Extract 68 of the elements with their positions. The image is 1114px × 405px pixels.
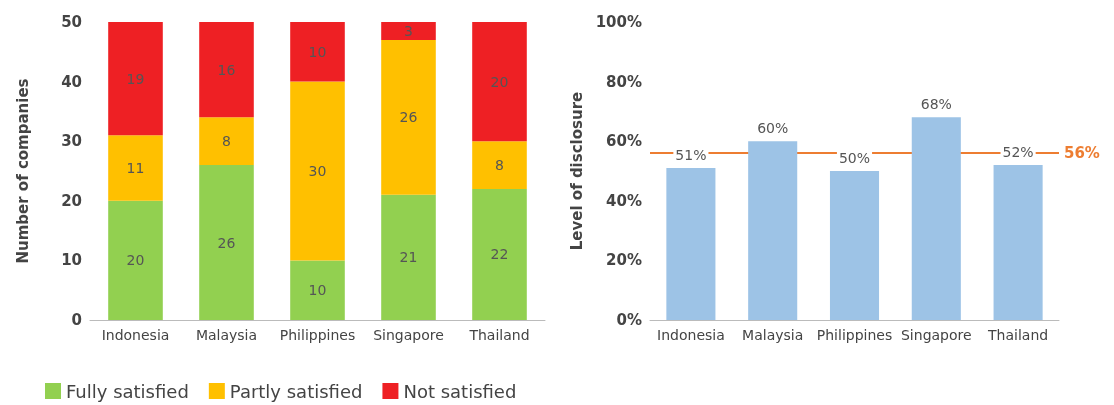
bar bbox=[472, 141, 527, 189]
data-label: 20 bbox=[490, 73, 509, 90]
data-label: 50% bbox=[838, 150, 871, 166]
y-tick-label: 40 bbox=[61, 72, 82, 91]
bar bbox=[993, 165, 1043, 320]
x-tick-label: Malaysia bbox=[195, 327, 258, 343]
data-label: 10 bbox=[308, 43, 327, 60]
y-tick-label: 40% bbox=[606, 191, 642, 210]
data-label: 10 bbox=[308, 282, 327, 299]
bar bbox=[666, 168, 716, 320]
x-tick-label: Philippines bbox=[279, 327, 356, 343]
y-tick-label: 20 bbox=[61, 191, 82, 210]
x-tick-label: Singapore bbox=[900, 327, 972, 343]
data-label: 19 bbox=[126, 70, 145, 87]
bar bbox=[829, 171, 880, 320]
y-tick-label: 20% bbox=[606, 251, 642, 270]
bar bbox=[472, 188, 527, 320]
y-tick-label: 100% bbox=[595, 13, 642, 31]
bar bbox=[472, 22, 527, 142]
data-label: 21 bbox=[399, 249, 418, 266]
bar bbox=[108, 200, 163, 320]
bar bbox=[381, 39, 436, 195]
y-tick-label: 0% bbox=[616, 311, 642, 329]
x-tick-label: Malaysia bbox=[742, 327, 804, 343]
bar bbox=[381, 194, 436, 320]
data-label: 52% bbox=[1002, 144, 1034, 161]
data-label: 8 bbox=[222, 133, 231, 150]
bar bbox=[108, 22, 163, 136]
data-label: 26 bbox=[399, 109, 418, 126]
bar bbox=[108, 135, 163, 201]
data-label: 16 bbox=[217, 61, 236, 78]
x-tick-label: Indonesia bbox=[101, 327, 170, 343]
y-tick-label: 80% bbox=[606, 72, 642, 91]
data-label: 68% bbox=[920, 96, 952, 113]
x-tick-label: Singapore bbox=[373, 327, 444, 343]
legend-label: Fully satisfied bbox=[66, 380, 189, 402]
y-axis-title: Number of companies bbox=[13, 78, 32, 264]
data-label: 30 bbox=[308, 163, 327, 179]
legend-label: Partly satisfied bbox=[229, 380, 363, 402]
bar bbox=[748, 141, 798, 320]
data-label: 20 bbox=[126, 252, 145, 269]
bar bbox=[911, 117, 961, 320]
y-tick-label: 30 bbox=[61, 132, 82, 151]
y-tick-label: 50 bbox=[61, 13, 82, 31]
bar bbox=[199, 22, 254, 118]
x-tick-label: Thailand bbox=[987, 327, 1049, 343]
data-label: 60% bbox=[757, 120, 789, 137]
data-label: 22 bbox=[490, 246, 509, 263]
bar bbox=[290, 81, 345, 261]
y-tick-label: 10 bbox=[61, 251, 82, 270]
data-label: 51% bbox=[675, 147, 707, 164]
data-label: 26 bbox=[217, 234, 236, 251]
bar bbox=[199, 165, 254, 320]
x-tick-label: Philippines bbox=[816, 327, 893, 343]
bar bbox=[381, 22, 436, 40]
data-label: 3 bbox=[404, 22, 413, 39]
y-tick-label: 0 bbox=[71, 311, 82, 329]
bar bbox=[290, 260, 345, 320]
y-tick-label: 60% bbox=[606, 132, 642, 151]
legend-label: Not satisfied bbox=[403, 380, 517, 402]
bar bbox=[290, 22, 345, 82]
data-label: 11 bbox=[126, 160, 145, 177]
y-axis-title: Level of disclosure bbox=[568, 91, 587, 251]
data-label: 8 bbox=[495, 157, 504, 174]
x-tick-label: Indonesia bbox=[657, 327, 725, 343]
bar bbox=[199, 117, 254, 166]
ref-line-label: 56% bbox=[1064, 144, 1100, 163]
x-tick-label: Thailand bbox=[468, 327, 530, 343]
